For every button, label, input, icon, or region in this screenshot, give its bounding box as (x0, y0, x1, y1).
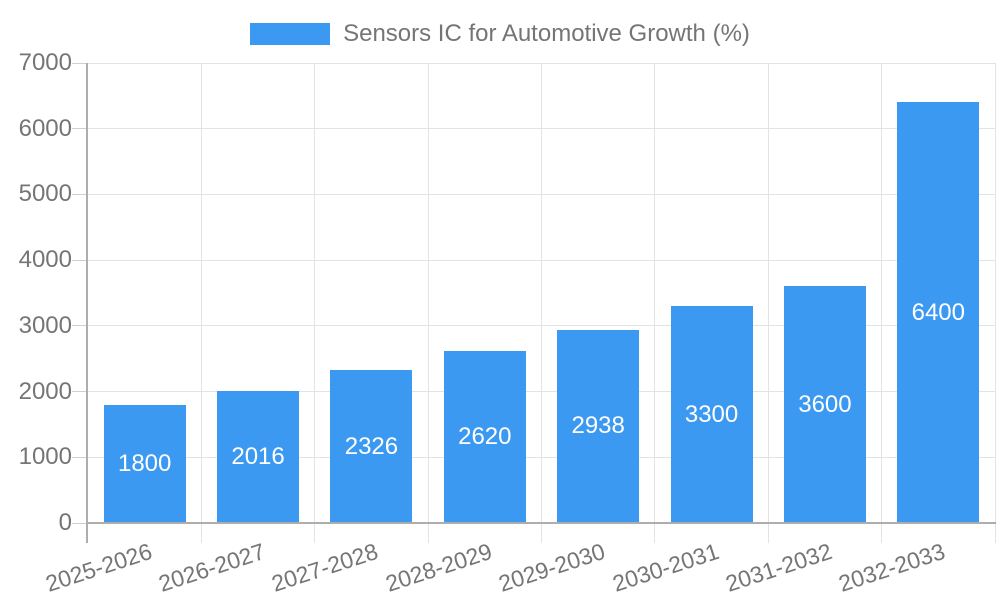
gridline-x-boundary (200, 63, 202, 543)
y-axis-line (86, 63, 88, 543)
x-tick-label: 2025-2026 (42, 538, 155, 597)
gridline-x-boundary (994, 63, 996, 543)
bar[interactable] (330, 370, 413, 523)
y-tick (72, 522, 88, 524)
bar[interactable] (217, 390, 300, 523)
y-tick (72, 259, 88, 261)
gridline-x-boundary (427, 63, 429, 543)
y-tick-label: 6000 (18, 114, 72, 142)
bar-value-label: 1800 (117, 449, 172, 477)
x-tick-label: 2026-2027 (155, 538, 269, 597)
x-tick-label: 2027-2028 (268, 538, 382, 597)
legend-swatch[interactable] (250, 23, 331, 45)
y-tick-label: 4000 (18, 246, 72, 274)
x-tick-label: 2028-2029 (382, 538, 495, 597)
y-tick-label: 1000 (18, 443, 72, 471)
bar-value-label: 2016 (231, 442, 285, 470)
y-tick (72, 325, 88, 327)
gridline-x-boundary (541, 63, 542, 543)
gridline-x-boundary (654, 63, 656, 543)
y-tick (72, 128, 88, 130)
y-tick-label: 3000 (18, 311, 72, 339)
gridline-x-boundary (767, 63, 769, 543)
y-tick-label: 7000 (18, 49, 72, 76)
x-tick-label: 2032-2033 (835, 538, 949, 597)
x-tick-label: 2030-2031 (608, 538, 722, 597)
bar[interactable] (783, 286, 866, 523)
y-tick (72, 456, 88, 458)
x-tick-label: 2029-2030 (495, 538, 609, 597)
bar[interactable] (897, 102, 980, 523)
legend-label: Sensors IC for Automotive Growth (%) (343, 20, 750, 47)
bar-value-label: 2326 (344, 432, 399, 460)
bar-value-label: 6400 (911, 298, 965, 326)
bar[interactable] (557, 329, 640, 523)
y-tick-label: 5000 (18, 180, 72, 208)
y-tick (72, 62, 88, 64)
bar[interactable] (443, 350, 526, 523)
bar[interactable] (103, 404, 186, 523)
bar[interactable] (670, 306, 753, 523)
bar-value-label: 3600 (798, 390, 852, 418)
y-tick (72, 193, 88, 195)
y-tick-label: 0 (58, 509, 72, 536)
y-tick (72, 391, 88, 393)
x-axis-line (86, 522, 996, 524)
bar-value-label: 2938 (571, 412, 625, 440)
bar-value-label: 2620 (458, 422, 512, 450)
x-tick-label: 2031-2032 (722, 538, 835, 597)
y-tick-label: 2000 (18, 377, 72, 405)
gridline-x-boundary (314, 63, 316, 543)
chart-legend[interactable]: Sensors IC for Automotive Growth (%) (0, 16, 1000, 52)
gridline-x-boundary (881, 63, 883, 543)
bar-value-label: 3300 (684, 400, 739, 428)
